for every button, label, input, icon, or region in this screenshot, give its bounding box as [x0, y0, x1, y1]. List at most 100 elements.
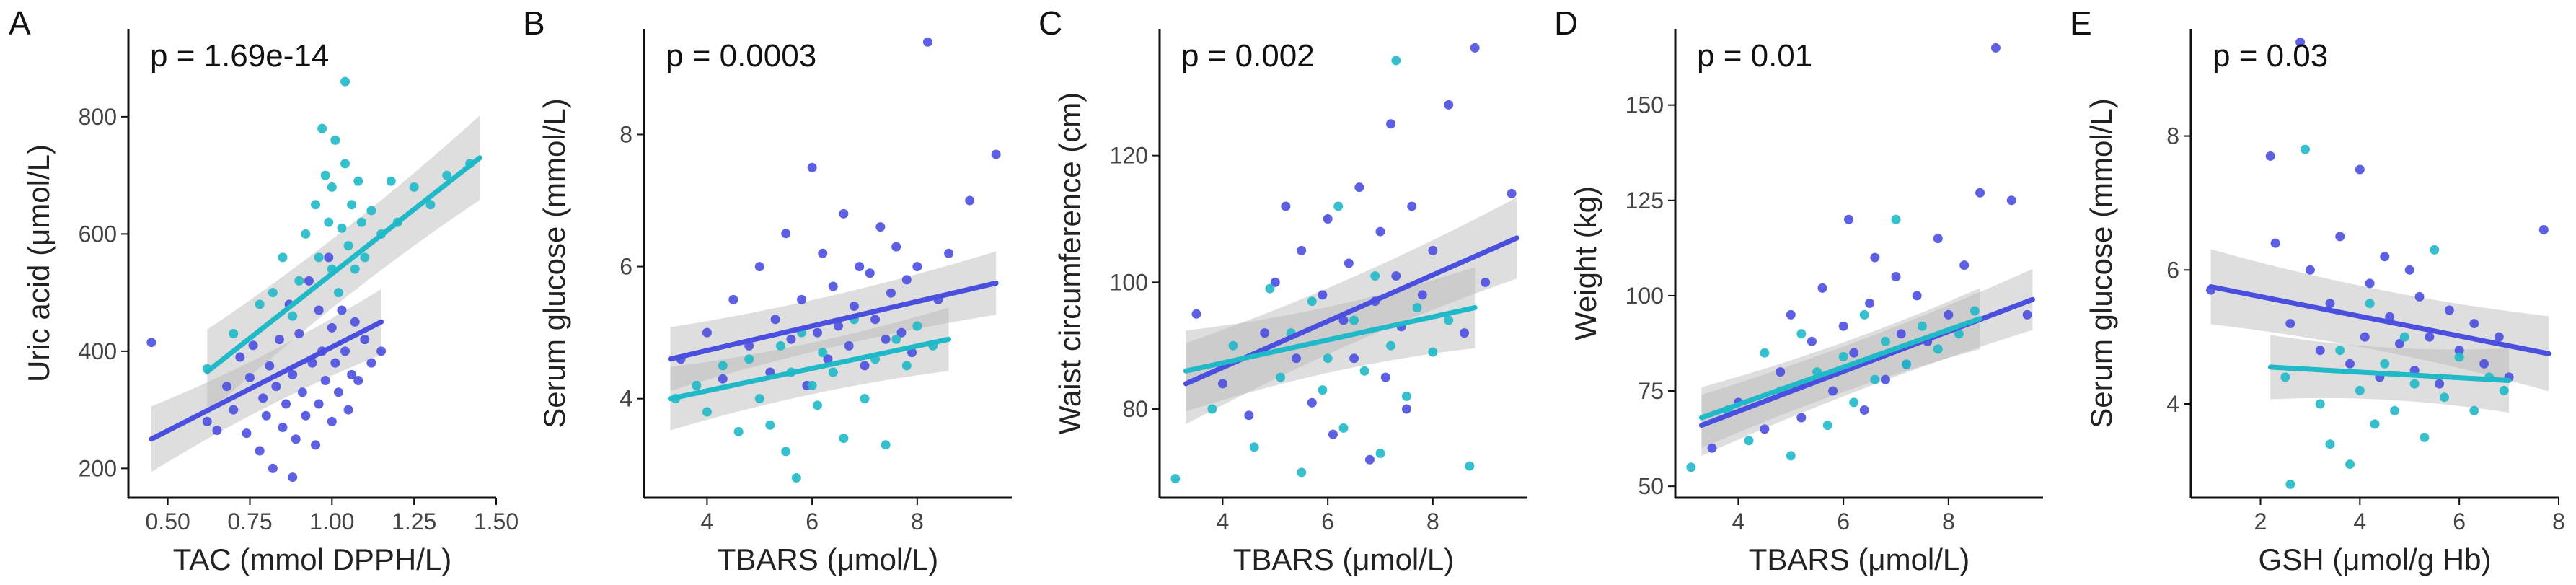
data-point — [350, 264, 360, 274]
data-point — [1217, 379, 1227, 389]
data-point — [875, 222, 886, 232]
panel-letter: D — [1554, 4, 1578, 42]
data-point — [901, 275, 912, 285]
panel-B: B 4 6 8 4 6 8 TBARS (μmol/L) Serum glucose (mmol… — [523, 4, 1012, 576]
data-point — [327, 416, 337, 426]
data-point — [1297, 467, 1307, 478]
data-point — [1307, 397, 1317, 408]
data-point — [376, 346, 387, 356]
data-point — [244, 372, 255, 382]
data-point — [823, 354, 833, 364]
data-point — [1933, 234, 1943, 244]
y-tick-label: 120 — [1110, 143, 1148, 169]
data-point — [1786, 309, 1796, 320]
data-point — [271, 382, 281, 392]
data-point — [1318, 385, 1328, 395]
data-point — [1191, 309, 1201, 319]
data-point — [425, 200, 436, 210]
data-point — [2439, 392, 2449, 403]
data-point — [818, 248, 828, 258]
data-point — [327, 182, 337, 192]
x-axis-label: TBARS (μmol/L) — [1749, 542, 1970, 576]
data-point — [330, 135, 340, 145]
p-value-annotation: p = 0.03 — [2213, 38, 2328, 74]
data-point — [1412, 302, 1422, 312]
data-point — [1391, 56, 1401, 66]
data-point — [2425, 332, 2435, 342]
data-point — [1917, 321, 1927, 331]
y-tick-label: 100 — [1110, 269, 1148, 295]
data-point — [409, 182, 419, 192]
x-axis-label: TAC (mmol DPPH/L) — [173, 542, 452, 576]
data-point — [265, 361, 275, 371]
x-tick-label: 1.50 — [474, 509, 519, 535]
data-point — [1359, 366, 1369, 376]
data-point — [891, 242, 901, 252]
data-point — [812, 327, 822, 338]
data-point — [718, 361, 728, 371]
data-point — [1407, 201, 1417, 211]
data-point — [146, 338, 156, 348]
data-point — [278, 423, 288, 432]
data-point — [255, 299, 265, 309]
x-tick-label: 4 — [1217, 509, 1230, 535]
data-point — [1328, 429, 1338, 439]
data-point — [2499, 385, 2509, 395]
data-point — [242, 428, 252, 439]
data-point — [1849, 348, 1859, 358]
data-point — [356, 217, 366, 227]
y-axis-label: Serum glucose (mmol/L) — [2084, 98, 2118, 428]
data-point — [1760, 424, 1770, 434]
data-point — [1776, 367, 1786, 377]
data-point — [2295, 38, 2306, 48]
data-point — [1265, 283, 1275, 294]
data-point — [1880, 336, 1890, 346]
data-point — [1975, 188, 1985, 198]
panel-C: C 80 100 120 4 6 8 TBARS (μmol/L) Waist circumfe… — [1038, 4, 1527, 576]
data-point — [1786, 451, 1796, 461]
data-point — [337, 223, 347, 233]
data-point — [1375, 226, 1385, 237]
data-point — [901, 361, 912, 371]
data-point — [991, 149, 1001, 159]
x-axis-label: TBARS (μmol/L) — [718, 542, 939, 576]
x-tick-label: 0.75 — [227, 509, 272, 535]
data-point — [2335, 232, 2345, 242]
data-point — [1686, 462, 1696, 472]
data-point — [1170, 474, 1181, 484]
data-point — [1891, 271, 1901, 281]
data-point — [314, 399, 324, 409]
data-point — [320, 170, 330, 180]
data-point — [855, 262, 865, 272]
data-point — [2365, 299, 2375, 309]
data-point — [1444, 100, 1454, 110]
data-point — [886, 288, 896, 298]
data-point — [891, 334, 901, 344]
y-tick-label: 200 — [79, 455, 117, 481]
data-point — [807, 380, 817, 390]
data-point — [791, 473, 801, 483]
data-point — [333, 288, 343, 298]
data-point — [229, 405, 239, 415]
data-point — [2006, 195, 2016, 206]
data-point — [1470, 43, 1480, 53]
data-point — [1944, 309, 1954, 320]
data-point — [2444, 305, 2454, 315]
data-point — [1333, 201, 1344, 211]
data-point — [343, 241, 353, 251]
data-point — [327, 322, 337, 333]
data-point — [2265, 151, 2275, 161]
x-axis-label: GSH (μmol/g Hb) — [2259, 542, 2492, 576]
panel-E: E 4 6 8 2 4 6 8 GSH (μmol/g Hb) Serum glucose (mm… — [2070, 4, 2565, 576]
data-point — [2380, 359, 2390, 369]
x-tick-label: 0.50 — [146, 509, 190, 535]
data-point — [692, 380, 702, 390]
data-point — [288, 472, 298, 483]
p-value-annotation: p = 1.69e-14 — [150, 38, 329, 74]
data-point — [1843, 214, 1853, 224]
data-point — [294, 276, 304, 286]
data-point — [314, 252, 324, 263]
data-point — [1417, 290, 1427, 300]
data-point — [1270, 277, 1280, 287]
data-point — [828, 367, 838, 377]
